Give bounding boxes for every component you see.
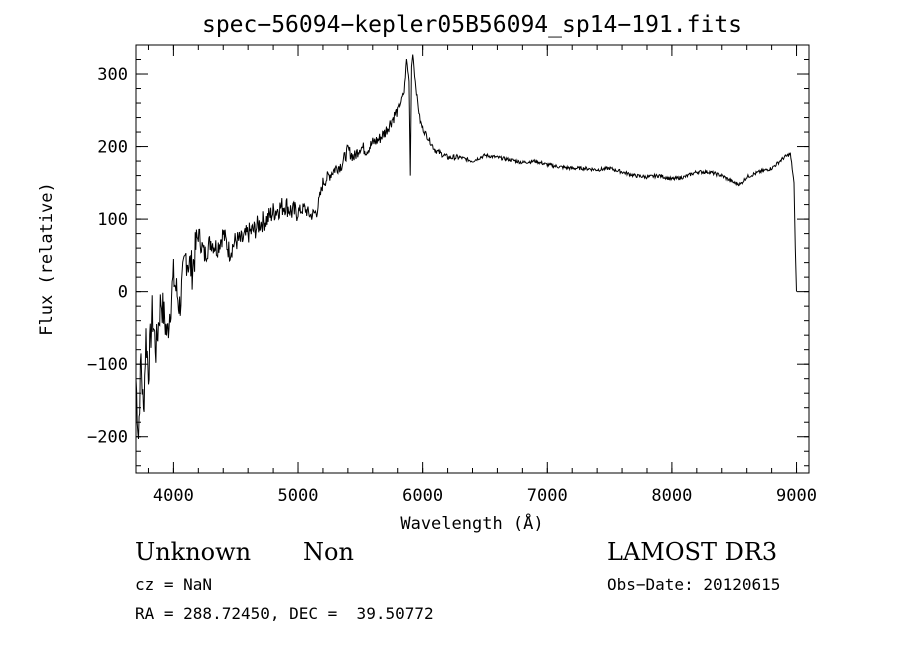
- x-tick-label: 7000: [527, 486, 568, 506]
- plot-frame: [135, 44, 810, 474]
- object-subclass: Non: [303, 538, 354, 566]
- chart-title: spec−56094−kepler05B56094_sp14−191.fits: [202, 12, 742, 38]
- x-tick-label: 8000: [651, 486, 692, 506]
- y-tick-label: 0: [118, 283, 128, 303]
- y-tick-label: 100: [97, 210, 128, 230]
- axis-ticks: [136, 44, 809, 473]
- coordinates: RA = 288.72450, DEC = 39.50772: [135, 604, 434, 623]
- x-tick-labels: 4000 5000 6000 7000 8000 9000: [153, 486, 817, 506]
- x-tick-label: 5000: [278, 486, 319, 506]
- cz-value: cz = NaN: [135, 575, 213, 594]
- y-tick-labels: −200 −100 0 100 200 300: [87, 65, 128, 448]
- x-axis-label: Wavelength (Å): [400, 512, 543, 534]
- y-axis-label: Flux (relative): [37, 182, 57, 336]
- object-class: Unknown: [135, 538, 252, 566]
- y-tick-label: −200: [87, 428, 128, 448]
- x-tick-label: 6000: [402, 486, 443, 506]
- obs-date: Obs−Date: 20120615: [607, 575, 781, 594]
- survey-label: LAMOST DR3: [607, 538, 778, 566]
- y-tick-label: −100: [87, 355, 128, 375]
- x-tick-label: 9000: [776, 486, 817, 506]
- spectrum-line: [135, 54, 797, 440]
- x-tick-label: 4000: [153, 486, 194, 506]
- y-tick-label: 300: [97, 65, 128, 85]
- y-tick-label: 200: [97, 138, 128, 158]
